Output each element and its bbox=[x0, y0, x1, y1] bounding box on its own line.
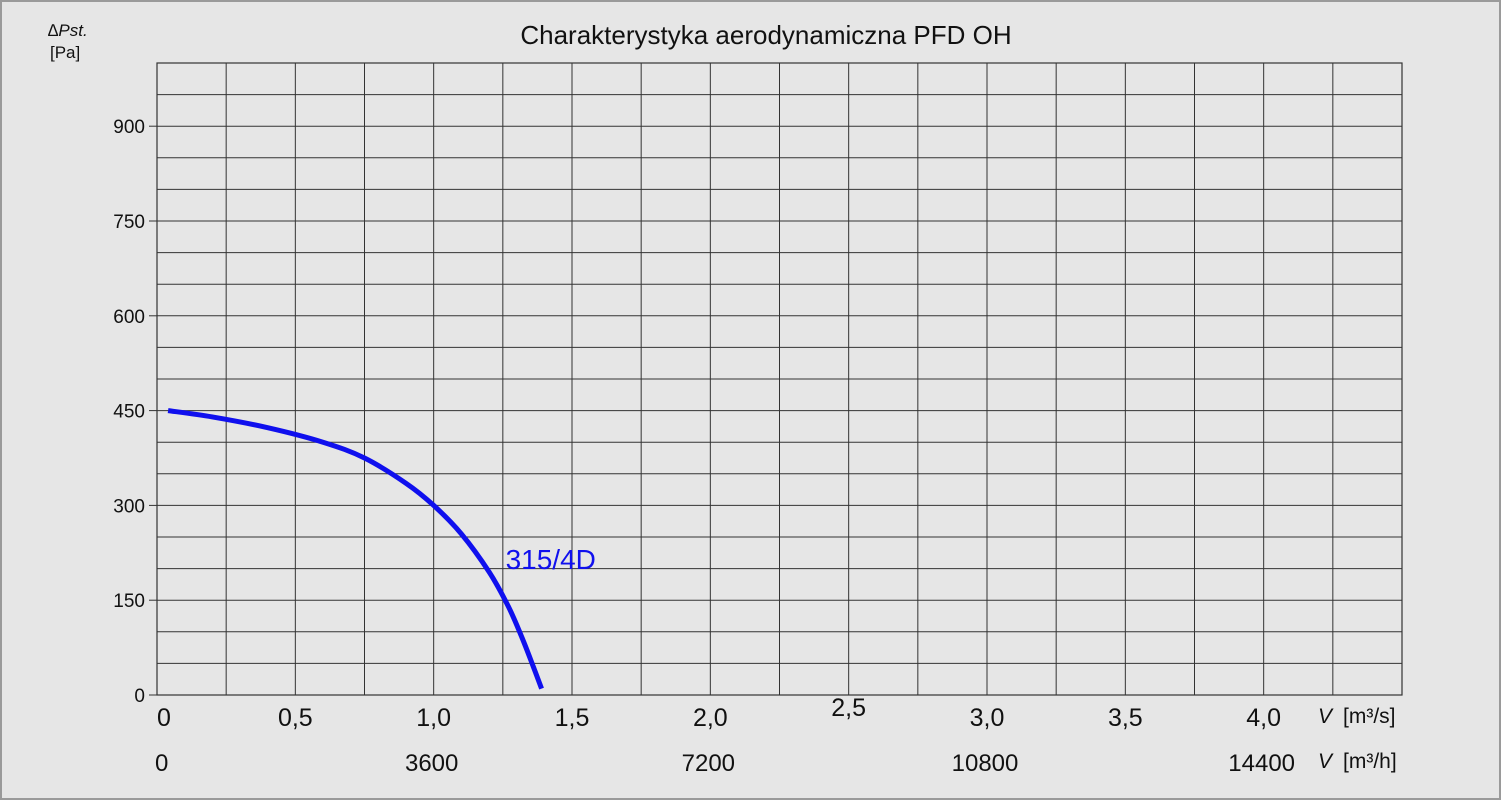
y-tick-label: 600 bbox=[113, 307, 145, 328]
x-axis-secondary-symbol: V bbox=[1318, 750, 1334, 773]
y-tick-label: 300 bbox=[113, 496, 145, 517]
x-tick-label-primary: 0,5 bbox=[278, 704, 313, 732]
x-tick-label-primary: 1,0 bbox=[416, 704, 451, 732]
y-tick-label: 150 bbox=[113, 591, 145, 612]
x-tick-labels-primary: 0 0,5 1,0 1,5 2,0 2,5 3,0 3,5 4,0 bbox=[157, 694, 1281, 732]
x-tick-label-primary: 3,5 bbox=[1108, 704, 1143, 732]
x-tick-label-secondary: 0 bbox=[155, 750, 168, 777]
x-tick-label-primary: 4,0 bbox=[1246, 704, 1281, 732]
x-tick-label-primary: 3,0 bbox=[970, 704, 1005, 732]
y-tick-label: 900 bbox=[113, 117, 145, 138]
chart-title: Charakterystyka aerodynamiczna PFD OH bbox=[520, 20, 1011, 50]
x-tick-label-primary: 0 bbox=[157, 704, 171, 732]
x-tick-label-secondary: 3600 bbox=[405, 750, 458, 777]
x-axis-primary-unit: [m³/s] bbox=[1343, 705, 1396, 728]
x-tick-label-secondary: 14400 bbox=[1228, 750, 1295, 777]
x-tick-label-secondary: 7200 bbox=[682, 750, 735, 777]
x-tick-label-primary: 2,5 bbox=[831, 694, 866, 722]
series-layer: 315/4D bbox=[167, 408, 596, 690]
x-axis-primary-symbol: V bbox=[1318, 705, 1334, 728]
series-label: 315/4D bbox=[506, 544, 596, 575]
x-axis-secondary-unit: [m³/h] bbox=[1343, 750, 1397, 773]
series-line-315-4D bbox=[167, 408, 544, 690]
y-axis-symbol: ∆Pst. bbox=[48, 21, 88, 40]
x-tick-label-primary: 1,5 bbox=[555, 704, 590, 732]
y-tick-label: 450 bbox=[113, 402, 145, 423]
x-tick-label-primary: 2,0 bbox=[693, 704, 728, 732]
y-tick-label: 0 bbox=[134, 686, 145, 707]
x-tick-labels-secondary: 0 3600 7200 10800 14400 bbox=[155, 750, 1295, 777]
grid bbox=[149, 62, 1403, 696]
y-tick-label: 750 bbox=[113, 212, 145, 233]
y-axis-unit: [Pa] bbox=[50, 43, 80, 62]
x-tick-label-secondary: 10800 bbox=[952, 750, 1019, 777]
y-tick-labels: 0 150 300 450 600 750 900 bbox=[113, 117, 145, 707]
